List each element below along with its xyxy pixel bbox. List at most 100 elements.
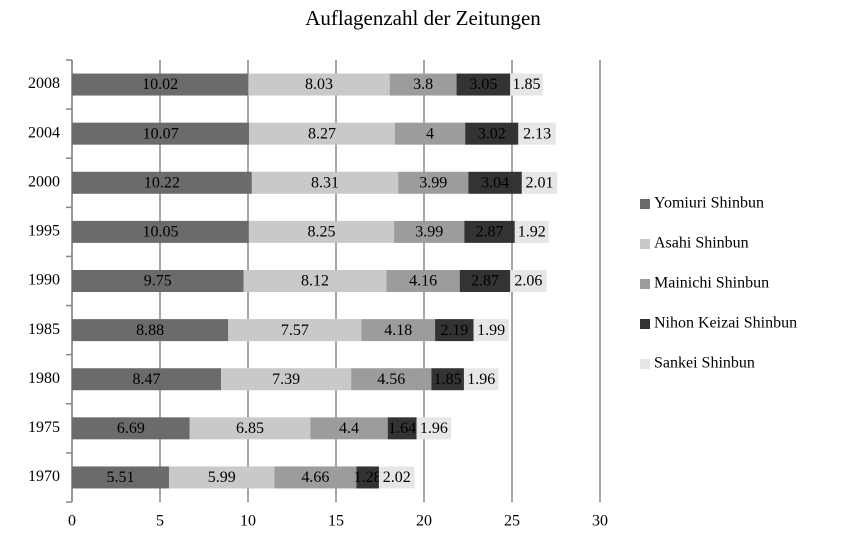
bar-segment (394, 122, 466, 145)
y-tick-label: 1985 (28, 321, 60, 338)
data-label: 1.28 (354, 469, 382, 486)
y-tick-label: 2008 (28, 75, 60, 92)
bar-segment (456, 73, 511, 96)
data-label: 2.06 (514, 273, 542, 290)
x-tick-label: 10 (240, 513, 256, 530)
data-label: 4.18 (384, 322, 412, 339)
data-label: 2.19 (440, 322, 468, 339)
bar-segment (468, 171, 522, 194)
bar-segment (431, 368, 464, 391)
data-label: 4.16 (409, 273, 437, 290)
data-label: 9.75 (144, 273, 172, 290)
y-tick-label: 2004 (28, 124, 60, 141)
data-label: 6.85 (236, 420, 264, 437)
x-tick-label: 20 (416, 513, 432, 530)
data-label: 10.05 (142, 224, 178, 241)
y-tick-label: 1995 (28, 223, 60, 240)
bar-segment (72, 319, 229, 342)
bar-segment (310, 417, 388, 440)
bar-segment (72, 270, 244, 292)
bar-segment (510, 270, 547, 292)
x-tick-label: 25 (504, 513, 520, 530)
legend-swatch (640, 279, 650, 289)
x-tick-label: 30 (592, 513, 608, 530)
data-label: 2.87 (471, 273, 499, 290)
data-label: 2.02 (383, 469, 411, 486)
data-label: 8.88 (136, 322, 164, 339)
bar-segment (398, 171, 469, 194)
bar-segment (189, 417, 311, 440)
data-label: 3.04 (481, 174, 509, 191)
bar-segment (463, 368, 499, 391)
bar-segment (521, 171, 558, 194)
data-label: 1.85 (513, 76, 541, 93)
legend-swatch (640, 319, 650, 329)
legend-swatch (640, 199, 650, 209)
legend-label: Yomiuri Shinbun (654, 195, 764, 212)
y-tick-label: 1975 (28, 419, 60, 436)
bar-segment (251, 171, 399, 194)
data-label: 3.05 (469, 76, 497, 93)
bar-segment (72, 73, 249, 96)
bar-segment (356, 466, 379, 489)
bar-segment (72, 122, 250, 145)
bar-segment (465, 122, 519, 145)
data-label: 7.39 (272, 371, 300, 388)
data-label: 3.02 (478, 125, 506, 142)
data-label: 2.13 (523, 125, 551, 142)
bar-segment (243, 270, 387, 292)
bar-segment (435, 319, 474, 342)
data-label: 5.51 (106, 469, 134, 486)
bar-segment (228, 319, 362, 342)
y-tick-label: 1990 (28, 272, 60, 289)
bar-segment (249, 122, 395, 145)
data-label: 8.47 (133, 371, 161, 388)
data-label: 10.22 (144, 174, 180, 191)
bar-segment (464, 220, 515, 243)
bar-segment (221, 368, 352, 391)
data-label: 7.57 (281, 322, 309, 339)
x-tick-label: 5 (156, 513, 164, 530)
bar-segment (378, 466, 415, 489)
bar-segment (518, 122, 556, 145)
legend-swatch (640, 239, 650, 249)
bar-segment (274, 466, 357, 489)
bar-segment (416, 417, 452, 440)
bar-segment (510, 73, 543, 96)
bar-segment (514, 220, 549, 243)
legend-label: Asahi Shinbun (654, 235, 749, 252)
data-label: 6.69 (117, 420, 145, 437)
legend-label: Nihon Keizai Shinbun (654, 315, 797, 332)
data-label: 1.96 (467, 371, 495, 388)
bar-segment (248, 73, 390, 96)
data-label: 8.27 (308, 125, 336, 142)
bar-segment (473, 319, 509, 342)
data-label: 3.8 (413, 76, 433, 93)
data-label: 1.85 (434, 371, 462, 388)
data-label: 8.31 (311, 174, 339, 191)
data-label: 1.99 (477, 322, 505, 339)
data-label: 1.92 (518, 224, 546, 241)
legend-swatch (640, 359, 650, 369)
bar-segment (361, 319, 436, 342)
data-label: 10.07 (143, 125, 179, 142)
bar-segment (394, 220, 465, 243)
bar-segment (168, 466, 275, 489)
data-label: 2.01 (526, 174, 554, 191)
data-label: 5.99 (208, 469, 236, 486)
bar-segment (387, 417, 417, 440)
data-label: 4 (426, 125, 434, 142)
y-tick-label: 1970 (28, 468, 60, 485)
data-label: 8.25 (307, 224, 335, 241)
bar-segment (248, 220, 395, 243)
data-label: 4.56 (377, 371, 405, 388)
data-label: 4.66 (301, 469, 329, 486)
data-label: 8.12 (301, 273, 329, 290)
x-tick-label: 15 (328, 513, 344, 530)
data-label: 1.64 (388, 420, 416, 437)
data-label: 2.87 (476, 224, 504, 241)
bar-segment (72, 368, 222, 391)
data-label: 1.96 (420, 420, 448, 437)
data-label: 3.99 (415, 224, 443, 241)
